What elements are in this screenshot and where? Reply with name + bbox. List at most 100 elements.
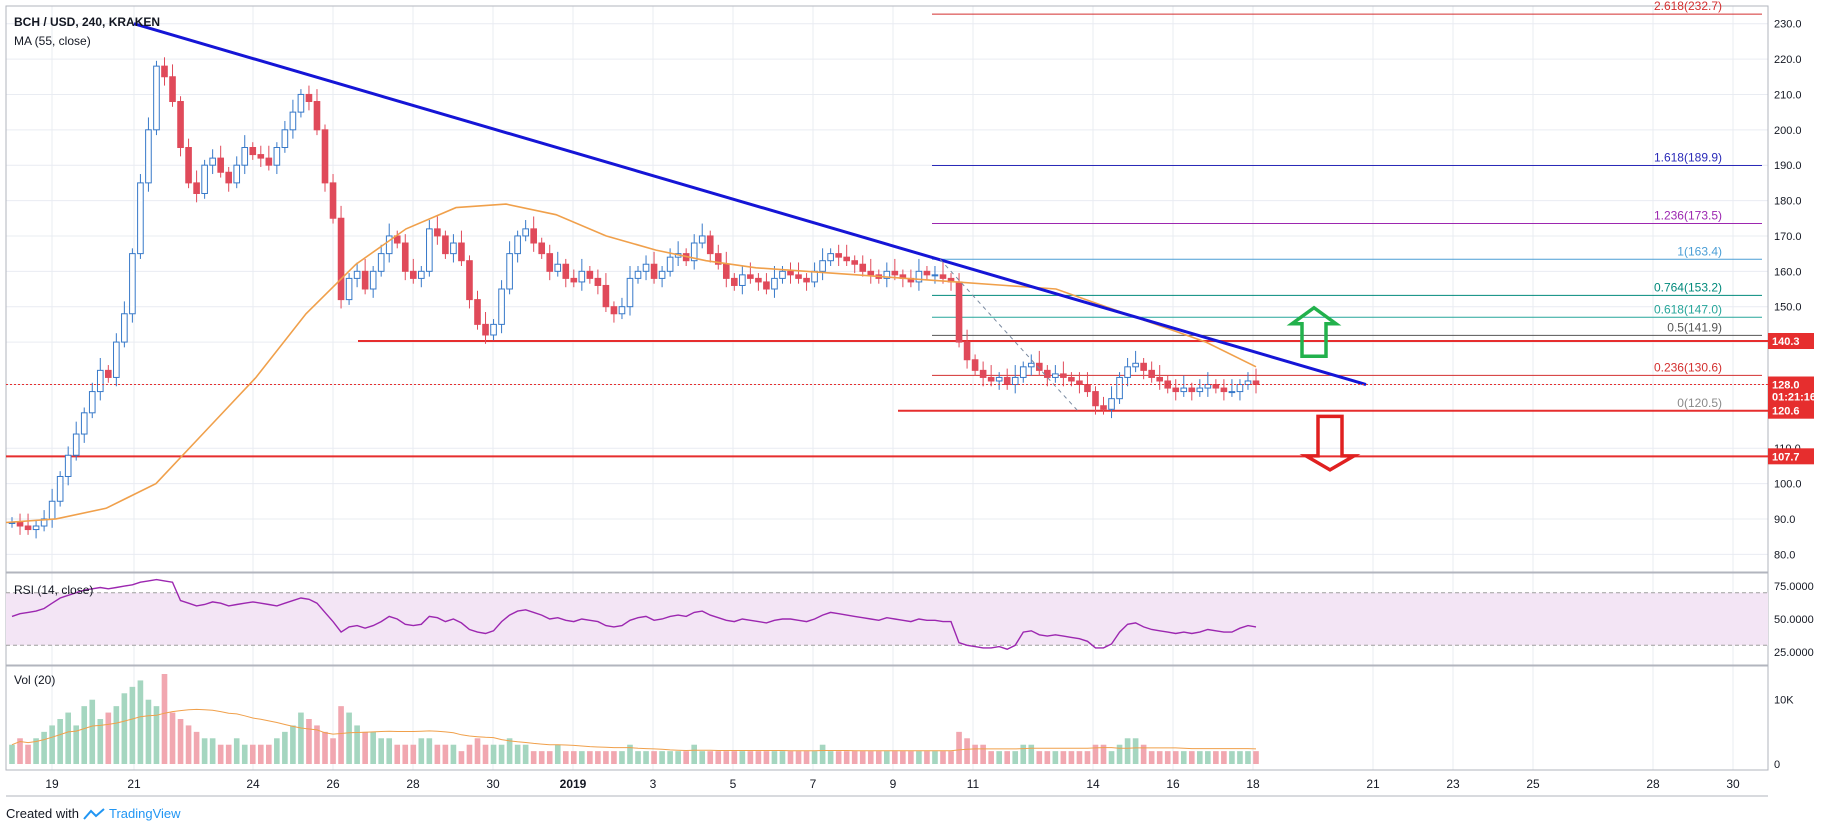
volume-bar-93 [755,751,762,764]
candle-body-145 [1172,387,1180,393]
volume-bar-86 [699,751,706,764]
volume-bar-101 [819,744,826,764]
candle-body-50 [409,270,417,279]
volume-bar-99 [803,751,810,764]
volume-bar-35 [290,725,296,764]
price-tag-1: 128.0 [1768,376,1814,393]
volume-bar-133 [1076,751,1083,764]
candle-body-76 [618,306,626,315]
rsi-tick-0: 75.0000 [1774,581,1814,593]
candle-body-91 [739,274,746,286]
volume-bar-20 [169,712,176,764]
candle-body-53 [434,228,441,237]
candle-body-66 [538,242,546,255]
candle-body-127 [1027,362,1035,368]
volume-bar-98 [795,751,802,764]
candle-body-124 [1003,376,1011,386]
candle-body-152 [1228,391,1236,394]
volume-bar-1 [17,738,23,764]
volume-bar-27 [225,744,232,764]
candle-body-92 [747,274,754,279]
candle-body-123 [995,376,1003,382]
candle-body-5 [48,500,56,520]
candle-body-110 [891,270,899,276]
volume-bar-92 [747,751,754,764]
candle-body-73 [594,277,602,286]
candle-body-134 [1084,384,1091,393]
candle-body-49 [401,242,409,272]
fibonacci-levels[interactable]: 2.618(232.7) 1.618(189.9) 1.236(173.5) 1(16… [932,0,1762,412]
volume-bar-87 [707,751,714,764]
volume-bar-51 [418,738,425,764]
candle-body-154 [1244,380,1252,386]
price-axis[interactable]: 230.0 220.0 210.0 200.0 190.0 180.0 170.0 160.0… [1774,19,1802,562]
volume-bar-138 [1116,744,1123,764]
candle-body-102 [827,253,834,262]
candle-body-14 [121,313,128,343]
volume-bar-2 [25,744,31,764]
fib-label-2: 1.236(173.5) [1654,209,1722,223]
x-tick-15: 21 [1366,777,1380,791]
volume-bar-41 [338,706,344,764]
candle-body-87 [706,235,714,255]
x-tick-10: 9 [890,777,897,791]
candle-body-64 [522,228,529,237]
volume-bar-142 [1148,751,1155,764]
candle-body-99 [803,277,810,283]
candle-body-141 [1140,362,1147,371]
volume-bars [9,674,1259,764]
support-lines[interactable] [6,340,1768,458]
candle-body-120 [971,359,979,371]
volume-bar-107 [867,751,874,764]
volume-bar-12 [105,712,112,764]
price-tag-4: 107.7 [1768,448,1814,465]
x-tick-0: 19 [45,777,59,791]
volume-bar-64 [522,744,529,764]
candle-body-103 [835,253,842,258]
volume-bar-115 [932,751,938,764]
volume-bar-121 [980,744,986,764]
panel-2 [5,665,1769,771]
candle-body-62 [506,253,513,290]
volume-bar-151 [1221,751,1227,764]
candlesticks [8,57,1260,539]
volume-bar-116 [940,751,946,764]
candle-body-52 [426,228,433,272]
volume-bar-9 [81,706,88,764]
descending-trendline[interactable] [133,22,1367,386]
tradingview-brand[interactable]: TradingView [108,806,181,821]
volume-bar-59 [482,744,489,764]
candle-body-51 [418,270,425,279]
x-tick-7: 3 [650,777,657,791]
volume-bar-69 [562,751,569,764]
volume-bar-72 [587,751,593,764]
volume-bar-66 [538,751,545,764]
candle-body-125 [1011,376,1019,386]
candle-body-139 [1124,366,1131,378]
candle-body-151 [1220,387,1228,393]
candle-body-119 [963,341,971,361]
volume-ma-line [11,708,1257,752]
price-tag-bg-3 [1768,402,1814,419]
fib-label-6: 0.5(141.9) [1667,320,1722,334]
candle-body-9 [80,412,88,435]
footer: Created with TradingView [6,806,181,821]
price-tag-2: 01:21:16 [1768,388,1816,405]
candle-body-149 [1204,384,1212,389]
volume-bar-7 [65,712,71,764]
candle-body-32 [265,157,273,166]
price-tag-0: 140.3 [1768,333,1814,350]
x-tick-11: 11 [967,777,980,791]
volume-bar-74 [603,751,609,764]
volume-bar-46 [378,738,384,764]
candle-body-47 [385,235,393,255]
candle-body-27 [225,171,233,184]
fib-label-7: 0.236(130.6) [1654,360,1722,374]
candle-body-155 [1252,380,1260,386]
volume-bar-129 [1044,751,1051,764]
candle-body-61 [498,288,505,325]
x-tick-2: 24 [246,777,260,791]
candle-body-93 [755,277,762,283]
time-axis[interactable]: 19 21 24 26 28 30 2019 3 5 7 9 11 14 16 18 21 23 25 28 30 [45,777,1740,791]
